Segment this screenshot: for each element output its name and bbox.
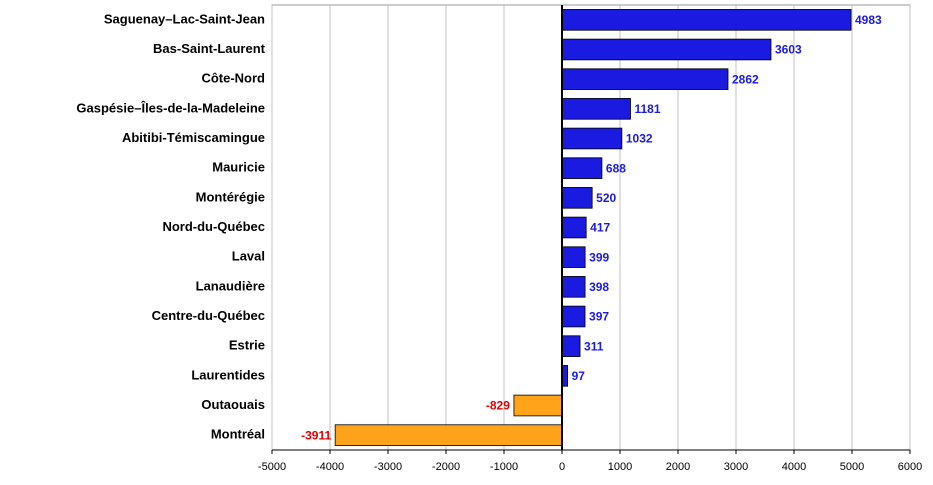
y-tick-label: Nord-du-Québec: [162, 219, 265, 234]
value-label: 311: [584, 339, 604, 353]
x-tick-label: 3000: [724, 461, 748, 473]
y-tick-label: Gaspésie–Îles-de-la-Madeleine: [76, 100, 265, 115]
value-label: 4983: [855, 13, 882, 27]
y-tick-label: Estrie: [229, 338, 265, 353]
bar: [513, 394, 563, 417]
y-tick-label: Abitibi-Témiscamingue: [122, 130, 265, 145]
bar: [561, 98, 631, 120]
y-tick-label: Laval: [232, 249, 265, 264]
x-tick-label: -3000: [374, 461, 402, 473]
bar: [561, 127, 623, 150]
x-tick-label: 4000: [782, 461, 806, 473]
value-label: 97: [572, 369, 586, 383]
bar: [561, 305, 586, 328]
value-label: 520: [596, 191, 616, 205]
value-label: -3911: [301, 428, 331, 442]
bar: [561, 157, 603, 179]
bar: [561, 187, 593, 209]
bar: [561, 9, 852, 31]
bar: [561, 276, 586, 298]
x-tick-label: -2000: [432, 461, 460, 473]
value-label: 399: [589, 250, 609, 264]
value-label: 3603: [775, 43, 802, 57]
y-tick-label: Côte-Nord: [201, 71, 265, 86]
value-label: -829: [486, 399, 510, 413]
x-tick-label: 2000: [666, 461, 690, 473]
x-tick-label: 6000: [898, 461, 922, 473]
y-tick-label: Outaouais: [201, 397, 265, 412]
x-tick-label: -5000: [258, 461, 286, 473]
x-tick-label: -4000: [316, 461, 344, 473]
bar: [561, 246, 586, 268]
y-tick-label: Lanaudière: [196, 278, 265, 293]
bar: [561, 68, 729, 90]
value-label: 2862: [732, 72, 759, 86]
y-tick-label: Montérégie: [196, 189, 265, 204]
bar: [561, 38, 772, 61]
bar: [561, 335, 581, 357]
value-label: 398: [589, 280, 609, 294]
x-tick-label: 1000: [608, 461, 632, 473]
y-tick-label: Laurentides: [191, 367, 265, 382]
value-label: 397: [589, 310, 609, 324]
value-label: 688: [606, 161, 626, 175]
value-label: 1032: [626, 132, 653, 146]
y-tick-label: Bas-Saint-Laurent: [153, 41, 266, 56]
y-tick-label: Montréal: [211, 427, 265, 442]
bar: [334, 424, 563, 446]
y-tick-label: Mauricie: [212, 160, 265, 175]
bar: [561, 216, 587, 239]
x-tick-label: 0: [559, 461, 565, 473]
value-label: 1181: [634, 102, 660, 116]
x-tick-label: 5000: [840, 461, 864, 473]
y-tick-label: Centre-du-Québec: [152, 308, 265, 323]
y-tick-label: Saguenay–Lac-Saint-Jean: [104, 11, 265, 26]
value-label: 417: [590, 221, 610, 235]
x-tick-label: -1000: [490, 461, 518, 473]
